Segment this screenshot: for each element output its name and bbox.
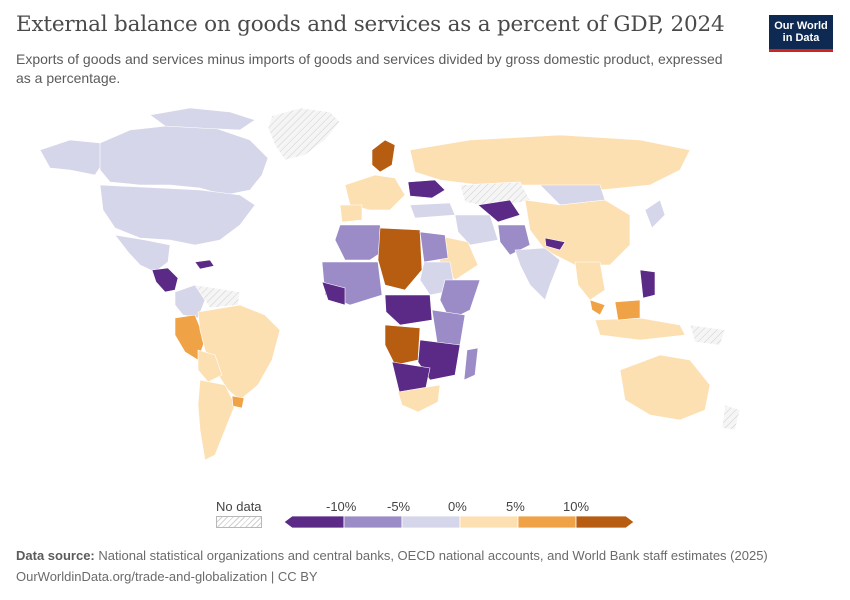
region-angola[interactable] (384, 324, 421, 366)
region-indonesia[interactable] (594, 317, 686, 341)
region-bolivia[interactable] (197, 349, 223, 383)
region-central-africa[interactable] (384, 294, 433, 326)
world-map[interactable] (0, 100, 850, 480)
region-turkey[interactable] (409, 202, 456, 219)
data-source-text: National statistical organizations and c… (98, 548, 768, 563)
region-malaysia[interactable] (589, 299, 606, 316)
region-north-africa-central[interactable] (377, 227, 423, 291)
region-southeast-asia[interactable] (574, 261, 606, 301)
legend-swatch-minus5-to-0 (401, 515, 461, 529)
region-egypt[interactable] (419, 231, 449, 263)
legend-tick-10: 10% (563, 499, 590, 514)
logo-line-2: in Data (782, 32, 820, 44)
region-china[interactable] (524, 199, 631, 266)
region-papua[interactable] (689, 324, 726, 346)
legend-swatch-below-minus10 (284, 515, 345, 529)
legend-tick-5: 5% (506, 499, 525, 514)
legend-no-data-label: No data (216, 499, 262, 514)
region-australia[interactable] (619, 354, 711, 421)
region-south-africa[interactable] (397, 384, 441, 413)
region-madagascar[interactable] (463, 347, 479, 381)
region-iberia[interactable] (339, 204, 363, 223)
region-alaska[interactable] (39, 139, 106, 176)
region-uruguay[interactable] (231, 395, 245, 409)
legend-tick-minus5: -5% (387, 499, 411, 514)
region-brazil[interactable] (197, 304, 281, 401)
owid-logo[interactable]: Our World in Data (769, 15, 833, 52)
region-russia[interactable] (409, 134, 691, 191)
region-central-america[interactable] (151, 267, 179, 293)
region-borneo[interactable] (614, 299, 641, 321)
data-source-label: Data source: (16, 548, 95, 563)
footer-url[interactable]: OurWorldinData.org/trade-and-globalizati… (16, 569, 318, 584)
logo-line-1: Our World (774, 20, 828, 32)
region-philippines[interactable] (639, 269, 656, 299)
region-canada[interactable] (99, 124, 269, 196)
legend-swatch-above-10 (575, 515, 635, 529)
region-new-zealand[interactable] (721, 404, 741, 431)
region-caribbean[interactable] (194, 259, 215, 270)
legend-swatch-0-to-5 (459, 515, 519, 529)
region-japan[interactable] (644, 199, 666, 229)
data-source-line: Data source: National statistical organi… (16, 548, 768, 563)
region-north-africa-west[interactable] (334, 224, 386, 261)
region-eastern-europe[interactable] (407, 179, 446, 199)
legend-tick-minus10: -10% (326, 499, 357, 514)
region-argentina[interactable] (197, 379, 236, 461)
region-gulf-guinea[interactable] (321, 281, 346, 306)
chart-title: External balance on goods and services a… (16, 12, 725, 37)
region-central-asia[interactable] (477, 199, 521, 223)
region-india[interactable] (514, 247, 561, 301)
legend-no-data-swatch (216, 516, 262, 528)
legend-swatch-minus10-to-minus5 (343, 515, 403, 529)
region-iran[interactable] (454, 214, 499, 246)
region-nepal-bangladesh[interactable] (544, 237, 566, 251)
region-scandinavia[interactable] (371, 139, 396, 173)
legend-swatch-5-to-10 (517, 515, 577, 529)
region-greenland[interactable] (267, 107, 341, 161)
region-canada-islands[interactable] (149, 107, 256, 131)
legend-color-scale (284, 515, 635, 529)
legend-tick-0: 0% (448, 499, 467, 514)
region-mexico[interactable] (114, 234, 171, 273)
chart-subtitle: Exports of goods and services minus impo… (16, 51, 723, 86)
region-usa[interactable] (99, 184, 256, 246)
region-venezuela-guyana[interactable] (194, 284, 241, 309)
